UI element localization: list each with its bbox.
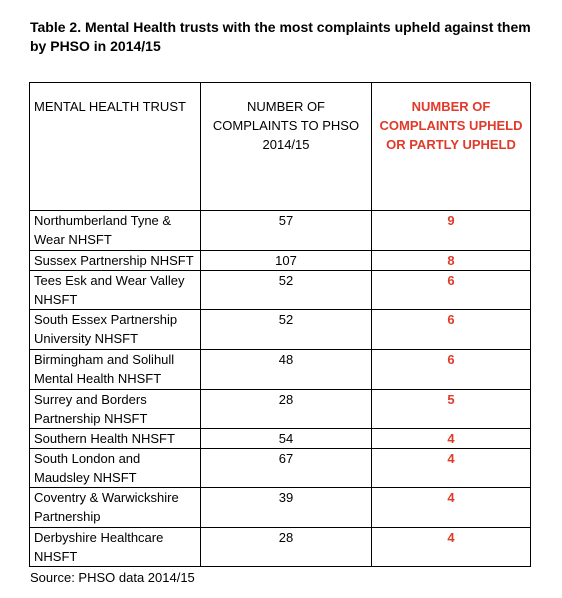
table-row: Derbyshire Healthcare NHSFT 28 4 — [29, 527, 531, 567]
table-row: South Essex Partnership University NHSFT… — [29, 309, 531, 350]
upheld-count: 5 — [371, 389, 531, 429]
complaints-count: 67 — [200, 448, 372, 488]
trust-name: Sussex Partnership NHSFT — [29, 250, 201, 271]
complaints-count: 28 — [200, 527, 372, 567]
trust-name: Northumberland Tyne & Wear NHSFT — [29, 210, 201, 251]
trust-name: South London and Maudsley NHSFT — [29, 448, 201, 488]
header-upheld: NUMBER OF COMPLAINTS UPHELD OR PARTLY UP… — [371, 82, 531, 211]
complaints-count: 39 — [200, 487, 372, 528]
table-row: Birmingham and Solihull Mental Health NH… — [29, 349, 531, 390]
trust-name: South Essex Partnership University NHSFT — [29, 309, 201, 350]
table-row: Northumberland Tyne & Wear NHSFT 57 9 — [29, 210, 531, 251]
complaints-count: 57 — [200, 210, 372, 251]
complaints-count: 48 — [200, 349, 372, 390]
upheld-count: 4 — [371, 527, 531, 567]
header-trust: MENTAL HEALTH TRUST — [29, 82, 201, 211]
trust-name: Tees Esk and Wear Valley NHSFT — [29, 270, 201, 310]
complaints-count: 54 — [200, 428, 372, 449]
complaints-count: 107 — [200, 250, 372, 271]
complaints-count: 52 — [200, 270, 372, 310]
source-note: Source: PHSO data 2014/15 — [30, 570, 195, 585]
complaints-count: 28 — [200, 389, 372, 429]
upheld-count: 6 — [371, 270, 531, 310]
table-row: Southern Health NHSFT 54 4 — [29, 428, 531, 449]
upheld-count: 4 — [371, 448, 531, 488]
trust-name: Derbyshire Healthcare NHSFT — [29, 527, 201, 567]
table-caption: Table 2. Mental Health trusts with the m… — [30, 19, 531, 54]
table-row: Sussex Partnership NHSFT 107 8 — [29, 250, 531, 271]
table-row: Coventry & Warwickshire Partnership 39 4 — [29, 487, 531, 528]
header-row: MENTAL HEALTH TRUST NUMBER OF COMPLAINTS… — [29, 82, 531, 211]
complaints-table: MENTAL HEALTH TRUST NUMBER OF COMPLAINTS… — [29, 82, 531, 567]
header-complaints: NUMBER OF COMPLAINTS TO PHSO 2014/15 — [200, 82, 372, 211]
upheld-count: 9 — [371, 210, 531, 251]
complaints-count: 52 — [200, 309, 372, 350]
upheld-count: 6 — [371, 309, 531, 350]
trust-name: Coventry & Warwickshire Partnership — [29, 487, 201, 528]
table-row: Tees Esk and Wear Valley NHSFT 52 6 — [29, 270, 531, 310]
table-row: South London and Maudsley NHSFT 67 4 — [29, 448, 531, 488]
trust-name: Southern Health NHSFT — [29, 428, 201, 449]
trust-name: Surrey and Borders Partnership NHSFT — [29, 389, 201, 429]
upheld-count: 8 — [371, 250, 531, 271]
upheld-count: 6 — [371, 349, 531, 390]
upheld-count: 4 — [371, 487, 531, 528]
upheld-count: 4 — [371, 428, 531, 449]
trust-name: Birmingham and Solihull Mental Health NH… — [29, 349, 201, 390]
table-row: Surrey and Borders Partnership NHSFT 28 … — [29, 389, 531, 429]
